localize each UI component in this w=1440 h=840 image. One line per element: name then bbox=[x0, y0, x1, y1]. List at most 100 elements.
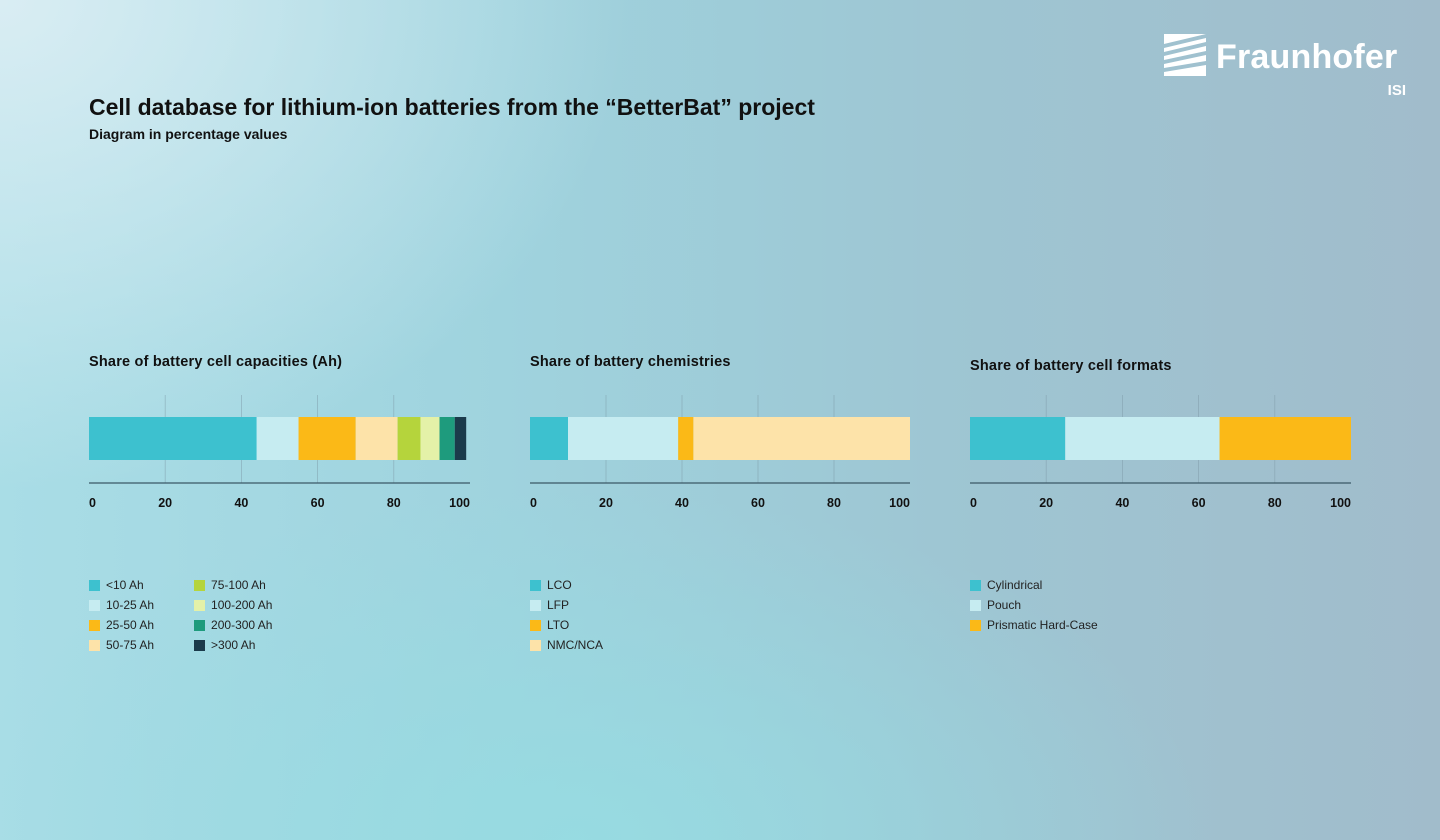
tick-label: 60 bbox=[1192, 496, 1206, 510]
tick-label: 60 bbox=[751, 496, 765, 510]
legend-label: Prismatic Hard-Case bbox=[987, 618, 1098, 632]
legend-swatch bbox=[89, 599, 100, 611]
bar-segment bbox=[298, 417, 356, 460]
legend-item: LTO bbox=[530, 618, 603, 632]
legend-swatch bbox=[194, 599, 206, 611]
bar-segment bbox=[568, 417, 679, 460]
bar-segment bbox=[397, 417, 421, 460]
bar-segment bbox=[970, 417, 1066, 460]
legend-label: Pouch bbox=[987, 598, 1022, 612]
legend-item: 25-50 Ah bbox=[89, 618, 154, 632]
chart-capacities-svg: 0 20 40 60 80 100 bbox=[89, 395, 470, 510]
tick-label: 0 bbox=[89, 496, 96, 510]
legend-swatch bbox=[194, 579, 206, 591]
legend-swatch bbox=[970, 619, 981, 631]
tick-label: 20 bbox=[158, 496, 172, 510]
legend-column: 75-100 Ah 100-200 Ah 200-300 Ah >300 Ah bbox=[194, 578, 272, 652]
legend-column: <10 Ah 10-25 Ah 25-50 Ah 50-75 Ah bbox=[89, 578, 154, 652]
legend-swatch bbox=[530, 639, 541, 651]
bar-segment bbox=[678, 417, 694, 460]
tick-label: 20 bbox=[1039, 496, 1053, 510]
logo-wordmark: Fraunhofer bbox=[1216, 38, 1398, 76]
chart-chemistries-legend: LCO LFP LTO NMC/NCA bbox=[530, 578, 603, 652]
chart-title: Share of battery chemistries bbox=[530, 354, 731, 370]
tick-label: 0 bbox=[970, 496, 977, 510]
legend-item: 50-75 Ah bbox=[89, 638, 154, 652]
bar-segment bbox=[1065, 417, 1220, 460]
legend-column: Cylindrical Pouch Prismatic Hard-Case bbox=[970, 578, 1098, 632]
tick-label: 80 bbox=[387, 496, 401, 510]
legend-swatch bbox=[530, 619, 541, 631]
fraunhofer-logo-icon bbox=[1164, 34, 1206, 76]
legend-swatch bbox=[89, 579, 100, 591]
tick-label: 100 bbox=[449, 496, 470, 510]
legend-item: Prismatic Hard-Case bbox=[970, 618, 1098, 632]
legend-label: NMC/NCA bbox=[547, 638, 603, 652]
legend-label: Cylindrical bbox=[987, 578, 1043, 592]
legend-column: LCO LFP LTO NMC/NCA bbox=[530, 578, 603, 652]
bar-segment bbox=[256, 417, 299, 460]
legend-item: 200-300 Ah bbox=[194, 618, 272, 632]
tick-label: 80 bbox=[1268, 496, 1282, 510]
legend-item: 10-25 Ah bbox=[89, 598, 154, 612]
legend-label: 100-200 Ah bbox=[211, 598, 273, 612]
chart-capacities-legend: <10 Ah 10-25 Ah 25-50 Ah 50-75 Ah 75-100 Ah 1… bbox=[89, 578, 272, 652]
tick-label: 60 bbox=[311, 496, 325, 510]
legend-label: 200-300 Ah bbox=[211, 618, 273, 632]
legend-item: >300 Ah bbox=[194, 638, 272, 652]
legend-swatch bbox=[970, 599, 981, 611]
chart-formats-svg: 0 20 40 60 80 100 bbox=[970, 395, 1351, 510]
legend-label: LCO bbox=[547, 578, 572, 592]
legend-label: >300 Ah bbox=[211, 638, 256, 652]
legend-swatch bbox=[194, 619, 206, 631]
bar-segment bbox=[530, 417, 568, 460]
legend-swatch bbox=[530, 599, 541, 611]
legend-item: Cylindrical bbox=[970, 578, 1098, 592]
legend-label: 50-75 Ah bbox=[106, 638, 155, 652]
legend-label: 75-100 Ah bbox=[211, 578, 266, 592]
tick-label: 100 bbox=[1330, 496, 1351, 510]
legend-swatch bbox=[89, 619, 100, 631]
legend-swatch bbox=[194, 639, 206, 651]
tick-label: 40 bbox=[675, 496, 689, 510]
fraunhofer-logo: Fraunhofer ISI bbox=[1164, 34, 1414, 104]
chart-formats: Share of battery cell formats 0 20 40 60 80 1… bbox=[970, 350, 1370, 650]
chart-title: Share of battery cell capacities (Ah) bbox=[89, 354, 343, 370]
legend-label: <10 Ah bbox=[106, 578, 144, 592]
legend-item: LCO bbox=[530, 578, 603, 592]
chart-formats-legend: Cylindrical Pouch Prismatic Hard-Case bbox=[970, 578, 1098, 632]
legend-item: Pouch bbox=[970, 598, 1098, 612]
bar-segment bbox=[1219, 417, 1351, 460]
chart-chemistries-svg: 0 20 40 60 80 100 bbox=[530, 395, 910, 510]
bar-segment bbox=[89, 417, 257, 460]
tick-label: 20 bbox=[599, 496, 613, 510]
tick-label: 80 bbox=[827, 496, 841, 510]
bar-segment bbox=[439, 417, 455, 460]
legend-item: 75-100 Ah bbox=[194, 578, 272, 592]
page-title: Cell database for lithium-ion batteries … bbox=[89, 94, 815, 120]
legend-swatch bbox=[530, 579, 541, 591]
chart-title: Share of battery cell formats bbox=[970, 358, 1172, 374]
tick-label: 40 bbox=[234, 496, 248, 510]
tick-label: 100 bbox=[889, 496, 910, 510]
bar-segment bbox=[420, 417, 440, 460]
legend-item: LFP bbox=[530, 598, 603, 612]
legend-item: <10 Ah bbox=[89, 578, 154, 592]
tick-label: 40 bbox=[1115, 496, 1129, 510]
bar-segment bbox=[355, 417, 398, 460]
tick-label: 0 bbox=[530, 496, 537, 510]
bar-segment bbox=[454, 417, 467, 460]
legend-label: 25-50 Ah bbox=[106, 618, 155, 632]
legend-item: 100-200 Ah bbox=[194, 598, 272, 612]
legend-label: LFP bbox=[547, 598, 570, 612]
legend-item: NMC/NCA bbox=[530, 638, 603, 652]
legend-swatch bbox=[970, 579, 981, 591]
legend-label: LTO bbox=[547, 618, 570, 632]
bar-segment bbox=[693, 417, 910, 460]
legend-swatch bbox=[89, 639, 100, 651]
page-subtitle: Diagram in percentage values bbox=[89, 126, 288, 142]
chart-capacities: Share of battery cell capacities (Ah) 0 2… bbox=[89, 350, 489, 652]
logo-subtitle: ISI bbox=[1387, 82, 1406, 99]
chart-chemistries: Share of battery chemistries 0 20 40 60 80 10… bbox=[530, 350, 930, 652]
legend-label: 10-25 Ah bbox=[106, 598, 155, 612]
